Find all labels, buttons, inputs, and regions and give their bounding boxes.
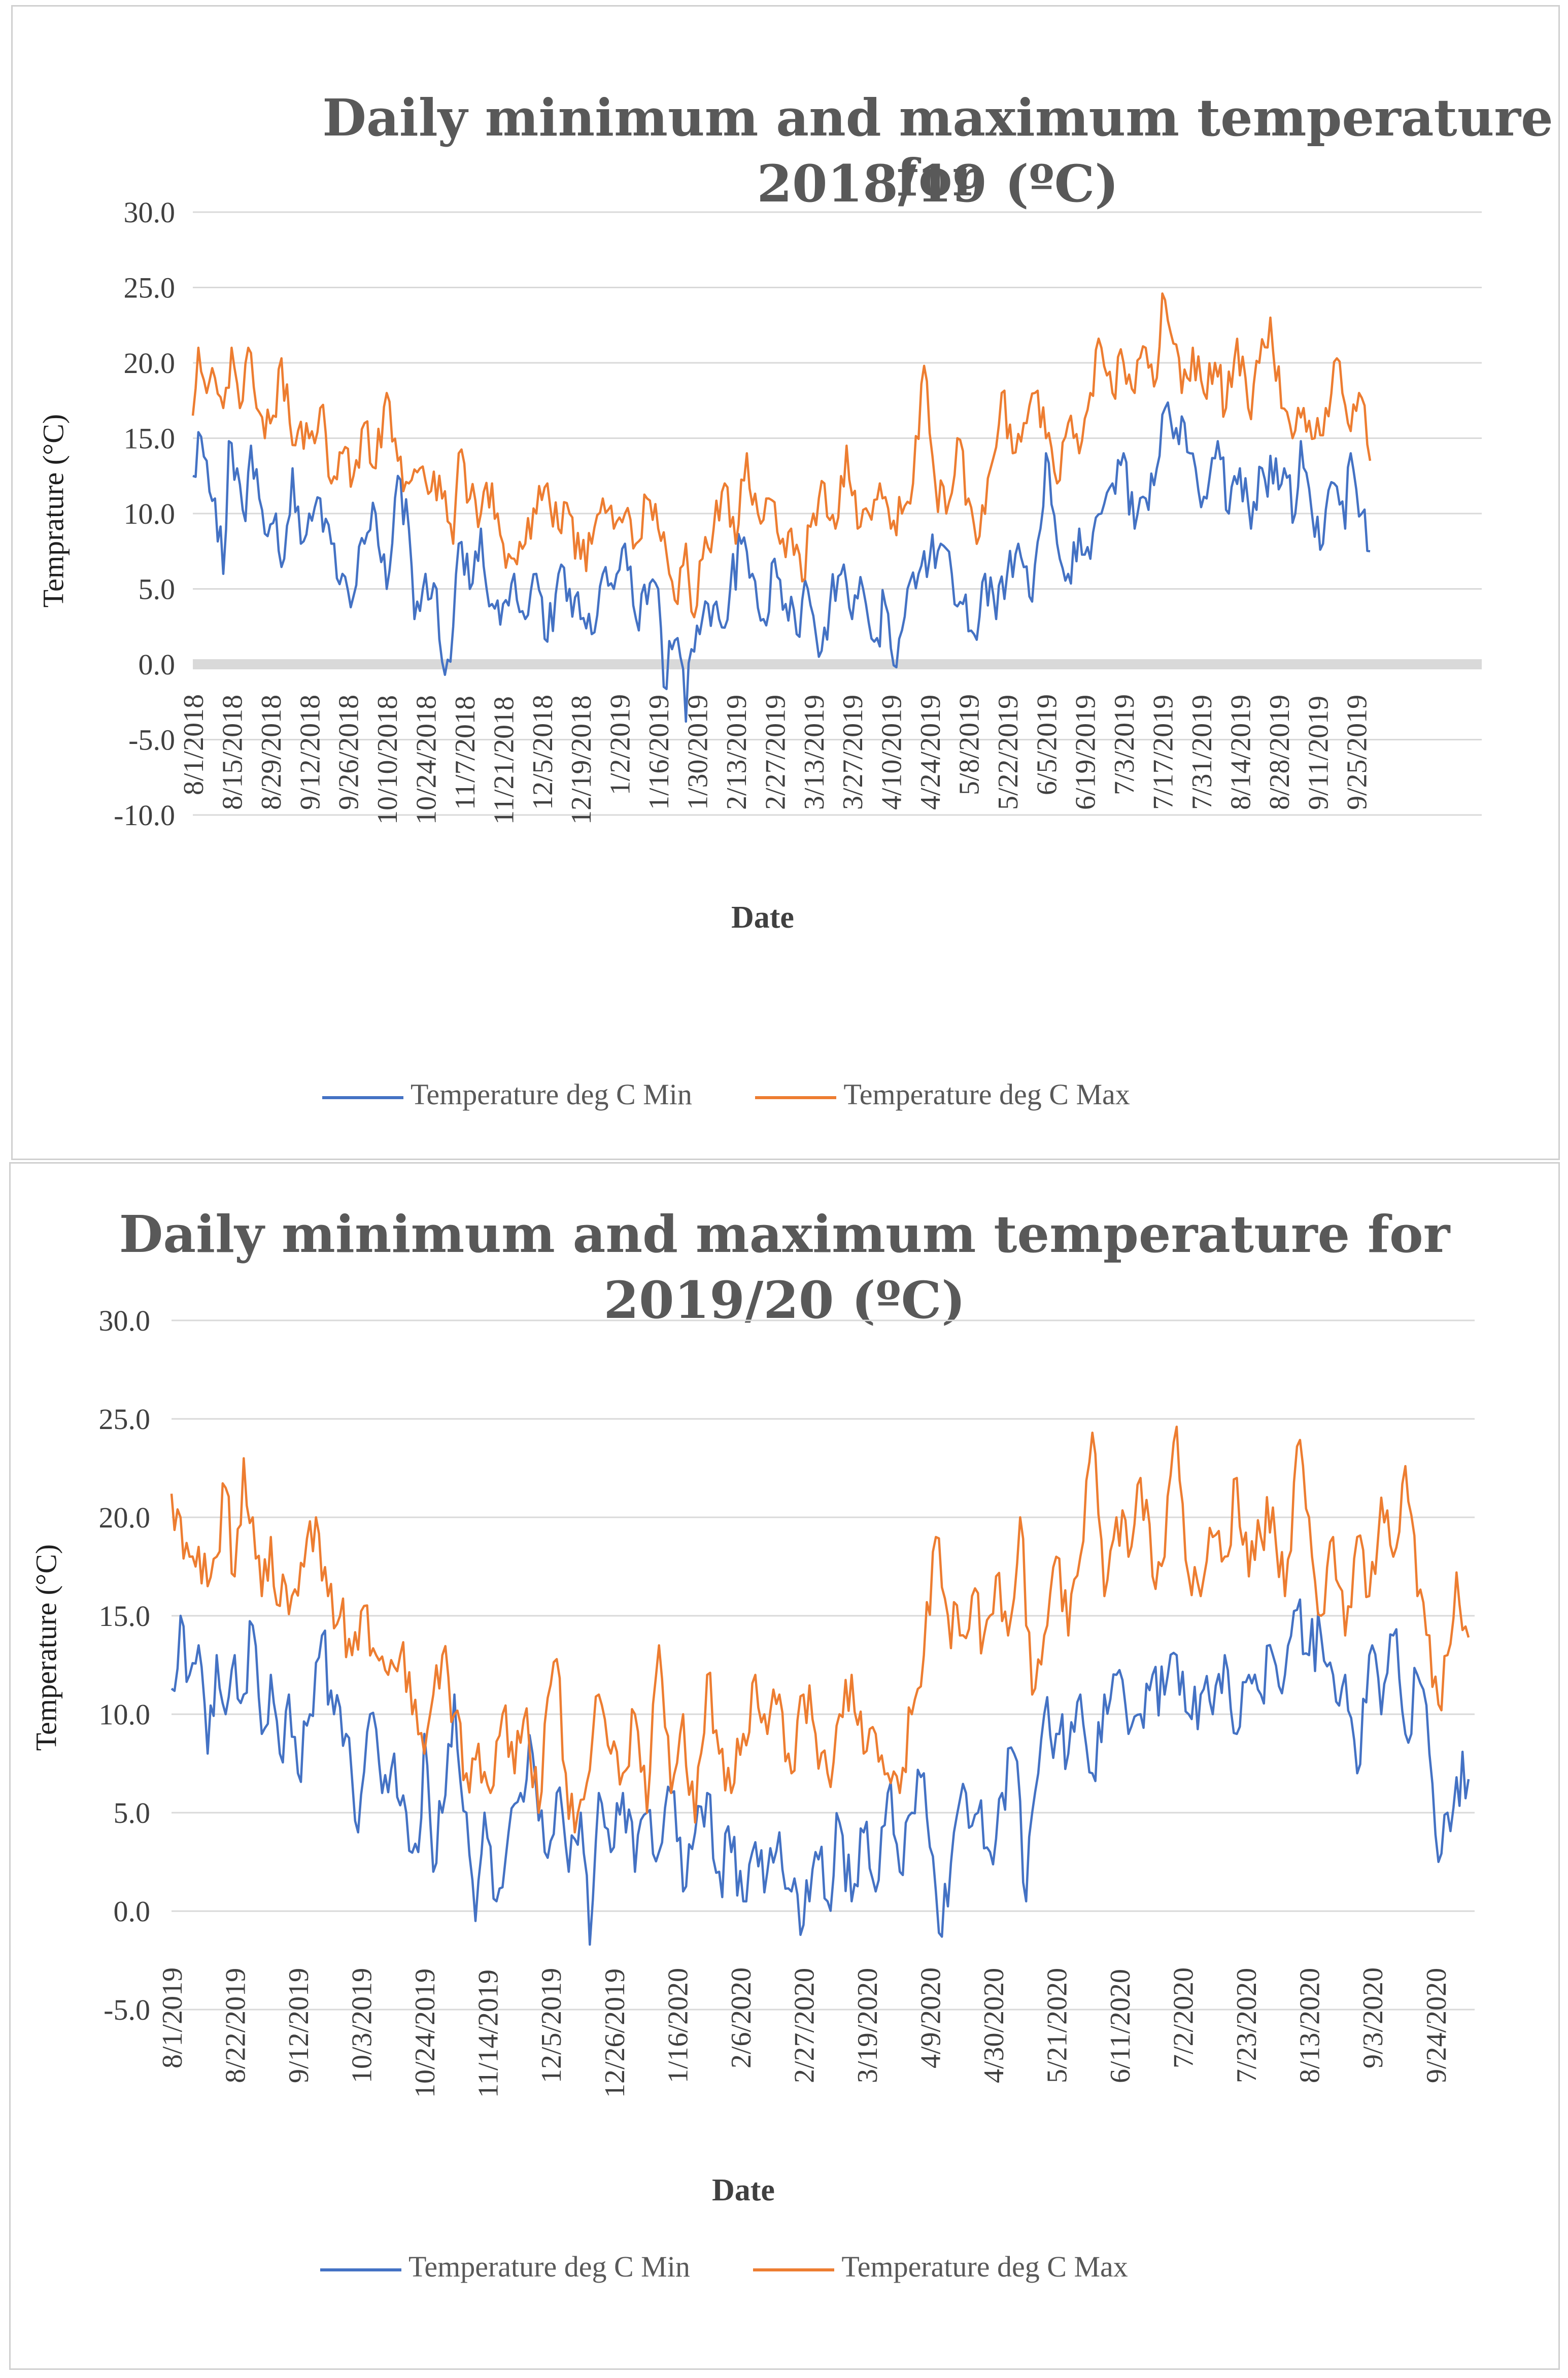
legend-item-min-b: Temperature deg C Min — [320, 2250, 690, 2284]
x-tick-label: 2/13/2019 — [721, 695, 753, 810]
y-tick-label: 5.0 — [114, 1796, 151, 1829]
y-tick-label: 10.0 — [124, 497, 176, 530]
chart-title-line1: Daily minimum and maximum temperature fo… — [322, 88, 1553, 208]
x-tick-label: 8/28/2019 — [1264, 695, 1296, 810]
x-tick-label: 10/3/2019 — [347, 1968, 378, 2083]
legend-b: Temperature deg C Min Temperature deg C … — [320, 2250, 1184, 2284]
x-tick-label: 8/29/2018 — [256, 695, 287, 810]
y-tick-label: 20.0 — [124, 347, 176, 380]
x-tick-label: 8/1/2018 — [178, 694, 210, 795]
x-tick-label: 8/13/2020 — [1294, 1968, 1326, 2083]
x-tick-label: 8/14/2019 — [1225, 695, 1256, 810]
series-line-min — [171, 1598, 1470, 1946]
x-tick-label: 11/21/2018 — [488, 696, 520, 825]
x-tick-label: 7/3/2019 — [1109, 694, 1140, 795]
series-line-max — [191, 292, 1372, 619]
y-tick-label: 25.0 — [99, 1403, 151, 1436]
y-tick-label: -10.0 — [114, 799, 175, 832]
legend-item-min: Temperature deg C Min — [322, 1077, 692, 1111]
x-tick-label: 4/30/2020 — [978, 1968, 1010, 2083]
x-tick-label: 4/10/2019 — [876, 695, 908, 810]
x-tick-label: 10/24/2019 — [410, 1968, 441, 2098]
x-tick-label: 5/21/2020 — [1042, 1968, 1073, 2083]
legend-item-max-b: Temperature deg C Max — [753, 2250, 1128, 2284]
y-tick-label: 10.0 — [99, 1698, 151, 1731]
x-tick-label: 7/17/2019 — [1148, 695, 1179, 810]
x-tick-label: 9/3/2020 — [1357, 1967, 1389, 2068]
x-tick-label: 12/5/2018 — [527, 695, 559, 810]
x-tick-label: 2/27/2019 — [760, 695, 791, 810]
x-axis-title-b: Date — [712, 2173, 775, 2207]
x-tick-label: 1/2/2019 — [605, 694, 636, 795]
x-tick-label: 7/31/2019 — [1186, 695, 1218, 810]
x-tick-label: 11/7/2018 — [450, 696, 481, 810]
y-tick-label: 15.0 — [124, 422, 176, 455]
x-tick-label: 10/10/2018 — [372, 695, 403, 825]
y-tick-label: 25.0 — [124, 271, 176, 304]
x-tick-label: 9/26/2018 — [333, 695, 365, 810]
gridlines — [172, 1319, 1475, 2011]
y-tick-label: -5.0 — [104, 1993, 150, 2026]
x-tick-label: 5/22/2019 — [993, 695, 1024, 810]
legend-swatch-max — [755, 1096, 837, 1099]
x-tick-label: 9/12/2018 — [294, 695, 326, 810]
series-line-max — [170, 1425, 1470, 1834]
x-tick-label: 3/13/2019 — [799, 695, 830, 810]
legend-label-min: Temperature deg C Min — [411, 1078, 692, 1111]
x-tick-label: 3/27/2019 — [837, 695, 869, 810]
x-tick-label: 10/24/2018 — [411, 695, 442, 825]
x-tick-label: 9/25/2019 — [1342, 695, 1373, 810]
series-line-min — [192, 401, 1371, 723]
x-tick-label: 9/24/2020 — [1421, 1968, 1452, 2083]
legend-label-min-b: Temperature deg C Min — [408, 2250, 690, 2283]
x-tick-label: 1/16/2020 — [662, 1968, 694, 2083]
y-tick-label: 5.0 — [139, 573, 176, 606]
chart-title-line2: 2018/19 (ºC) — [757, 154, 1119, 214]
x-tick-label: 4/24/2019 — [915, 695, 946, 810]
x-tick-label: 8/15/2018 — [217, 695, 248, 810]
legend-swatch-min-b — [320, 2268, 401, 2271]
x-tick-label: 7/23/2020 — [1231, 1968, 1263, 2083]
legend: Temperature deg C Min Temperature deg C … — [322, 1077, 1186, 1111]
x-tick-label: 2/6/2020 — [726, 1967, 757, 2068]
legend-label-max: Temperature deg C Max — [843, 1078, 1130, 1111]
legend-swatch-max-b — [753, 2268, 835, 2271]
y-tick-label: 20.0 — [99, 1501, 151, 1534]
x-tick-label: 6/11/2020 — [1105, 1969, 1136, 2083]
legend-swatch-min — [322, 1096, 403, 1099]
y-tick-label: 30.0 — [99, 1304, 151, 1337]
x-axis-title: Date — [731, 900, 794, 935]
chart-panel-2018-19: Daily minimum and maximum temperature fo… — [11, 5, 1560, 1160]
x-tick-label: 11/14/2019 — [473, 1969, 504, 2098]
legend-item-max: Temperature deg C Max — [755, 1077, 1130, 1111]
x-tick-label: 1/16/2019 — [643, 695, 675, 810]
x-tick-label: 9/12/2019 — [283, 1968, 315, 2083]
x-tick-label: 6/19/2019 — [1070, 695, 1102, 810]
gridlines — [193, 211, 1482, 816]
x-tick-label: 1/30/2019 — [683, 695, 714, 810]
chart-panel-2019-20: Daily minimum and maximum temperature fo… — [9, 1162, 1560, 2370]
y-tick-label: 15.0 — [99, 1600, 151, 1633]
x-tick-label: 12/26/2019 — [599, 1968, 631, 2098]
legend-label-max-b: Temperature deg C Max — [841, 2250, 1128, 2283]
x-tick-label: 9/11/2019 — [1303, 696, 1334, 810]
y-tick-label: 0.0 — [114, 1895, 151, 1928]
y-tick-label: 0.0 — [139, 648, 176, 681]
x-tick-label: 3/19/2020 — [852, 1968, 883, 2083]
x-tick-label: 8/22/2019 — [220, 1968, 252, 2083]
zero-band — [193, 659, 1482, 669]
x-tick-label: 7/2/2020 — [1168, 1967, 1200, 2068]
x-tick-label: 12/5/2019 — [536, 1968, 567, 2083]
y-tick-label: -5.0 — [128, 724, 175, 757]
y-tick-label: 30.0 — [124, 196, 176, 229]
x-tick-label: 8/1/2019 — [157, 1967, 188, 2068]
chart-title-line1-b: Daily minimum and maximum temperature fo… — [119, 1204, 1450, 1264]
x-tick-label: 4/9/2020 — [915, 1967, 946, 2068]
x-tick-label: 5/8/2019 — [953, 694, 985, 795]
x-tick-label: 2/27/2020 — [789, 1968, 820, 2083]
x-tick-label: 6/5/2019 — [1031, 694, 1063, 795]
x-tick-label: 12/19/2018 — [566, 695, 597, 825]
chart-plot-2018-19: 30.0 25.0 20.0 15.0 10.0 5.0 0.0 -5.0 -10.08/1/2… — [114, 196, 1482, 832]
